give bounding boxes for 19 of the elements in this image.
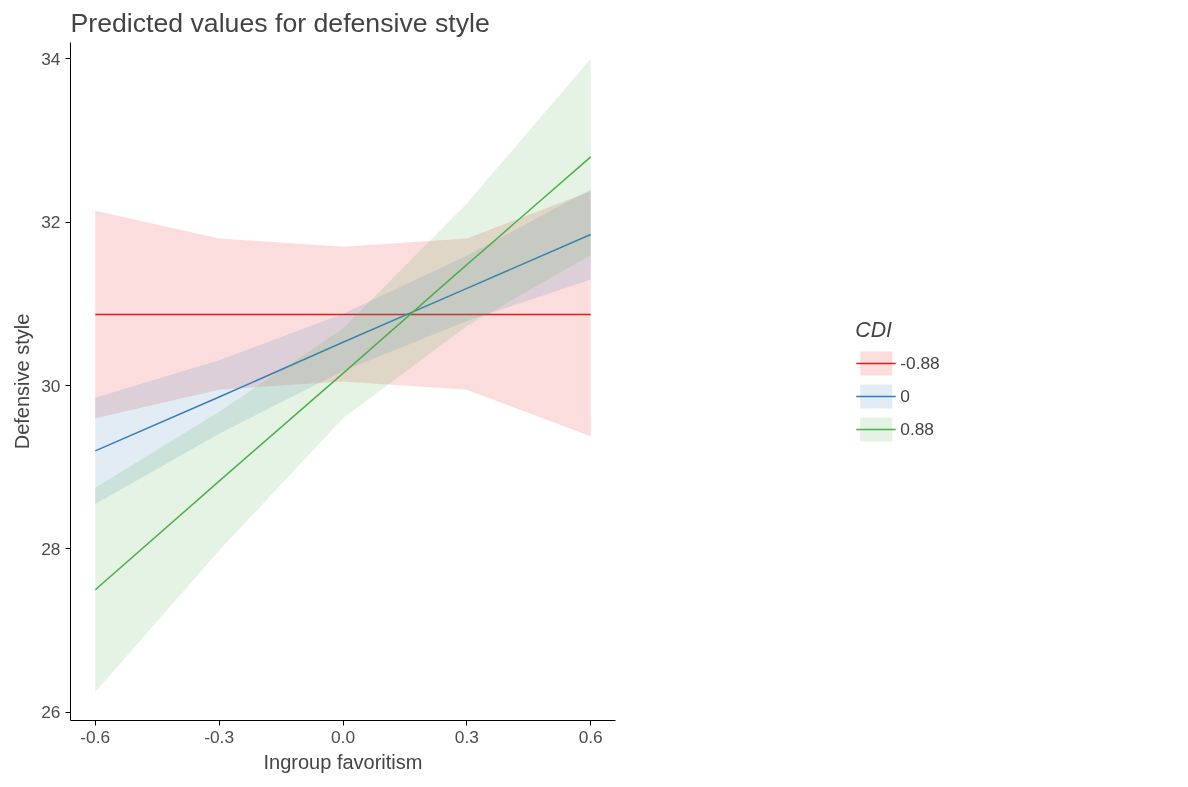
line-series bbox=[94, 233, 592, 452]
x-tick-label: 0.3 bbox=[454, 726, 479, 747]
y-tick-label: 30 bbox=[41, 375, 61, 396]
y-tick-label: 34 bbox=[41, 48, 61, 69]
x-axis-title: Ingroup favoritism bbox=[263, 750, 423, 773]
legend-title: CDI bbox=[855, 318, 893, 343]
y-tick-label: 26 bbox=[41, 702, 61, 723]
legend-label: -0.88 bbox=[900, 352, 940, 374]
y-tick-label: 32 bbox=[41, 212, 61, 233]
y-axis-title: Defensive style bbox=[11, 313, 34, 450]
line-series bbox=[94, 156, 592, 591]
legend-label: 0.88 bbox=[900, 418, 934, 440]
x-tick-label: 0.6 bbox=[578, 726, 603, 747]
x-tick-label: 0.0 bbox=[330, 726, 356, 747]
chart-title: Predicted values for defensive style bbox=[70, 7, 490, 38]
legend-label: 0 bbox=[900, 385, 911, 407]
x-tick-label: -0.6 bbox=[80, 726, 111, 747]
x-tick-label: -0.3 bbox=[204, 726, 235, 747]
y-tick-label: 28 bbox=[41, 538, 61, 559]
